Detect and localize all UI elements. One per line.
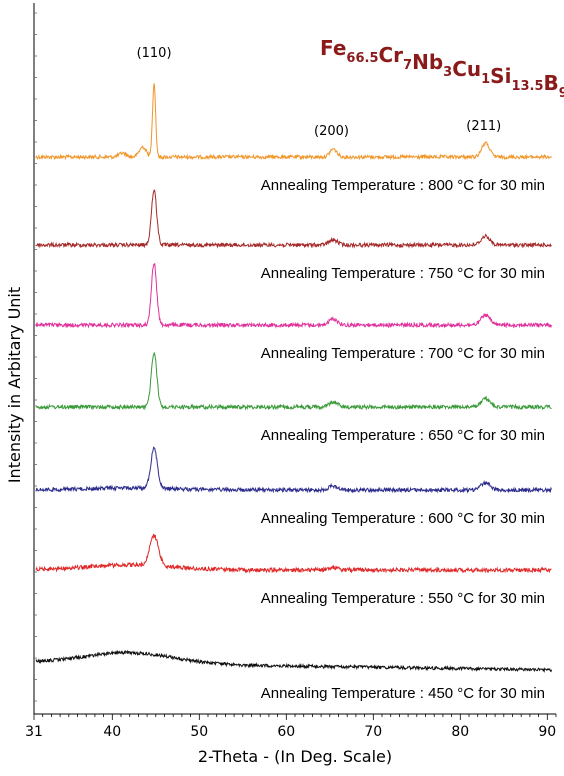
x-tick-label: 80	[451, 724, 469, 740]
x-tick-label: 31	[25, 724, 43, 740]
peak-label: (211)	[466, 119, 501, 134]
peak-labels: (110) (200) (211)	[137, 46, 502, 139]
x-tick-label: 70	[364, 724, 382, 740]
series-line	[35, 83, 552, 161]
series-line	[35, 446, 552, 494]
series-label: Annealing Temperature : 450 °C for 30 mi…	[261, 685, 545, 702]
series-label: Annealing Temperature : 550 °C for 30 mi…	[261, 590, 545, 607]
composition-formula: Fe66.5Cr7Nb3Cu1Si13.5B9	[320, 36, 564, 101]
peak-label: (110)	[137, 46, 172, 61]
y-axis-title: Intensity in Arbitary Unit	[5, 287, 24, 483]
series-line	[35, 533, 552, 574]
series-label: Annealing Temperature : 600 °C for 30 mi…	[261, 510, 545, 527]
series-label: Annealing Temperature : 800 °C for 30 mi…	[261, 177, 545, 194]
series-line	[35, 649, 552, 674]
x-tick-label: 60	[277, 724, 295, 740]
y-axis-ticks	[34, 12, 37, 702]
x-tick-label: 50	[190, 724, 208, 740]
series-line	[35, 189, 552, 249]
x-axis-ticks: 31 40 50 60 70 80 90	[25, 714, 557, 740]
series-line	[35, 352, 552, 411]
peak-label: (200)	[314, 124, 349, 139]
series-label: Annealing Temperature : 750 °C for 30 mi…	[261, 265, 545, 282]
series-label: Annealing Temperature : 700 °C for 30 mi…	[261, 345, 545, 362]
x-axis-title: 2-Theta - (In Deg. Scale)	[198, 747, 392, 766]
series-label: Annealing Temperature : 650 °C for 30 mi…	[261, 427, 545, 444]
x-tick-label: 90	[538, 724, 556, 740]
series-labels: Annealing Temperature : 800 °C for 30 mi…	[261, 177, 545, 702]
x-tick-label: 40	[103, 724, 121, 740]
series-line	[35, 263, 552, 329]
series-layer	[35, 83, 552, 674]
